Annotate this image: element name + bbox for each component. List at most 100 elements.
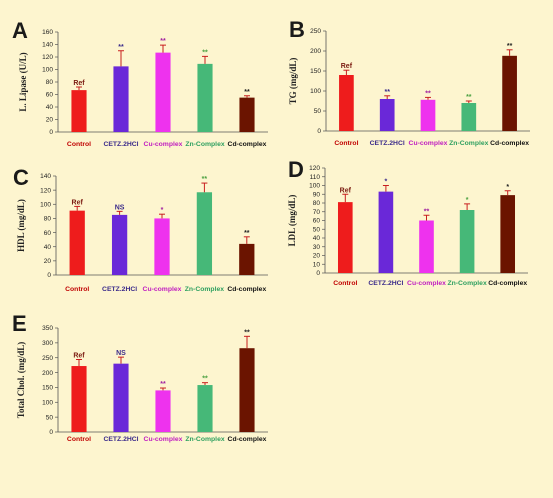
- category-label: Zn-Complex: [185, 141, 224, 148]
- y-tick-label: 200: [42, 370, 53, 377]
- y-axis-label: LDL (mg/dL): [287, 195, 297, 247]
- y-tick-label: 70: [313, 209, 321, 216]
- y-tick-label: 80: [46, 79, 54, 86]
- bar: [196, 192, 213, 275]
- y-tick-label: 150: [310, 68, 321, 75]
- significance-label: **: [244, 329, 250, 336]
- y-tick-label: 0: [316, 270, 320, 277]
- significance-label: *: [161, 207, 164, 214]
- significance-label: Ref: [73, 352, 85, 359]
- bar: [378, 191, 394, 273]
- category-label: Cu-complex: [407, 280, 446, 287]
- category-label: Cu-complex: [144, 141, 183, 148]
- bar: [239, 243, 255, 275]
- category-label: Cd-complex: [488, 280, 527, 287]
- significance-label: **: [160, 38, 166, 45]
- y-tick-label: 200: [310, 48, 321, 55]
- y-tick-label: 120: [42, 54, 53, 61]
- bar: [69, 210, 85, 275]
- bar: [71, 366, 87, 432]
- significance-label: Ref: [72, 199, 84, 206]
- bar: [197, 63, 213, 132]
- significance-label: Ref: [340, 187, 352, 194]
- y-tick-label: 40: [313, 235, 321, 242]
- bar: [461, 103, 477, 131]
- bar: [239, 348, 255, 432]
- category-label: CETZ.2HCl: [370, 140, 405, 147]
- category-label: Control: [333, 280, 357, 287]
- category-label: Control: [67, 436, 91, 443]
- y-tick-label: 60: [46, 92, 54, 99]
- y-tick-label: 120: [309, 165, 320, 172]
- significance-label: **: [244, 230, 250, 237]
- bar: [459, 210, 475, 273]
- significance-label: **: [118, 44, 124, 51]
- y-tick-label: 40: [44, 244, 52, 251]
- y-tick-label: 0: [49, 429, 53, 436]
- y-tick-label: 300: [42, 340, 53, 347]
- y-tick-label: 160: [42, 29, 53, 36]
- significance-label: **: [507, 43, 513, 50]
- y-tick-label: 90: [313, 191, 321, 198]
- y-tick-label: 80: [44, 216, 52, 223]
- y-tick-label: 50: [46, 414, 54, 421]
- y-tick-label: 100: [40, 201, 51, 208]
- bar: [113, 66, 129, 132]
- y-axis-label: TG (mg/dL): [288, 58, 298, 105]
- bar: [197, 385, 213, 432]
- significance-label: **: [384, 89, 390, 96]
- y-tick-label: 0: [47, 272, 51, 279]
- significance-label: **: [202, 176, 208, 183]
- y-tick-label: 150: [42, 385, 53, 392]
- category-label: Zn-Complex: [185, 436, 224, 443]
- significance-label: **: [202, 49, 208, 56]
- category-label: Cu-complex: [409, 140, 448, 147]
- category-label: CETZ.2HCl: [103, 436, 138, 443]
- significance-label: **: [160, 381, 166, 388]
- category-label: CETZ.2HCl: [102, 286, 137, 293]
- y-tick-label: 120: [40, 187, 51, 194]
- y-axis-label: L. Lipase (U/L): [18, 52, 28, 111]
- y-tick-label: 0: [317, 128, 321, 135]
- bar: [500, 195, 516, 273]
- bar: [155, 52, 171, 132]
- panel-letter: D: [288, 157, 304, 182]
- category-label: Zn-Complex: [449, 140, 488, 147]
- significance-label: **: [424, 208, 430, 215]
- bar: [154, 218, 170, 275]
- category-label: Control: [65, 286, 89, 293]
- y-tick-label: 50: [314, 108, 322, 115]
- category-label: Cd-complex: [227, 286, 266, 293]
- significance-label: *: [466, 197, 469, 204]
- panel-letter: C: [13, 165, 29, 190]
- y-axis-label: HDL (mg/dL): [16, 199, 26, 252]
- y-axis-label: Total Chol. (mg/dL): [16, 342, 26, 418]
- y-tick-label: 80: [313, 200, 321, 207]
- significance-label: Ref: [341, 63, 353, 70]
- y-tick-label: 50: [313, 226, 321, 233]
- y-tick-label: 20: [46, 117, 54, 124]
- y-tick-label: 60: [44, 230, 52, 237]
- y-tick-label: 100: [42, 67, 53, 74]
- significance-label: NS: [115, 204, 125, 211]
- y-tick-label: 20: [313, 253, 321, 260]
- y-tick-label: 0: [49, 129, 53, 136]
- y-tick-label: 140: [42, 42, 53, 49]
- significance-label: *: [506, 184, 509, 191]
- y-tick-label: 40: [46, 104, 54, 111]
- y-tick-label: 110: [310, 174, 321, 181]
- category-label: CETZ.2HCl: [103, 141, 138, 148]
- significance-label: **: [425, 90, 431, 97]
- y-tick-label: 100: [309, 183, 320, 190]
- bar: [155, 390, 171, 432]
- category-label: Cd-complex: [228, 436, 267, 443]
- bar: [71, 90, 87, 132]
- y-tick-label: 140: [40, 173, 51, 180]
- category-label: Control: [67, 141, 91, 148]
- bar: [420, 99, 436, 131]
- y-tick-label: 100: [42, 399, 53, 406]
- chart-panel-c: 0 20 40 60 80 100 120 140 HDL (mg/dL) Ref Control N…: [16, 173, 268, 293]
- panel-letter: B: [289, 17, 305, 42]
- category-label: Cd-complex: [490, 140, 529, 147]
